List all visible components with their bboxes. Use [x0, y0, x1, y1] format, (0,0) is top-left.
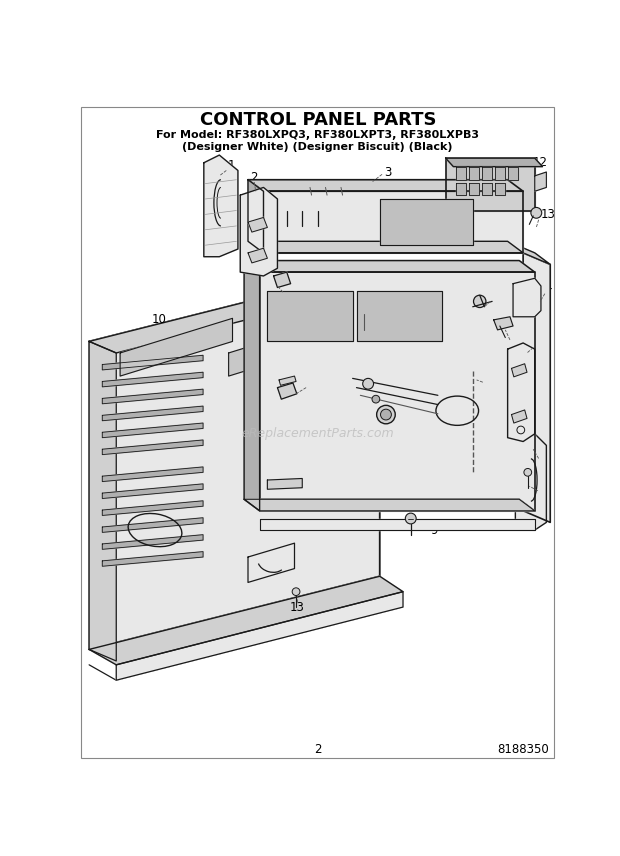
Polygon shape	[102, 389, 203, 404]
Polygon shape	[89, 342, 117, 661]
Polygon shape	[248, 180, 264, 253]
Polygon shape	[204, 155, 238, 257]
Circle shape	[376, 406, 396, 424]
Polygon shape	[513, 278, 541, 317]
Polygon shape	[229, 318, 341, 376]
Polygon shape	[102, 355, 203, 370]
Polygon shape	[494, 317, 513, 330]
Text: 2: 2	[250, 171, 258, 184]
Text: 6: 6	[349, 372, 356, 385]
Text: 2: 2	[531, 336, 539, 349]
Polygon shape	[469, 167, 479, 180]
Polygon shape	[512, 364, 527, 377]
Text: 5: 5	[508, 330, 515, 343]
Circle shape	[531, 207, 542, 218]
Polygon shape	[102, 551, 203, 567]
Polygon shape	[267, 291, 353, 342]
Polygon shape	[495, 183, 505, 195]
Polygon shape	[102, 484, 203, 498]
Text: 1: 1	[227, 159, 235, 172]
Circle shape	[474, 295, 486, 307]
Polygon shape	[456, 183, 466, 195]
Text: 3: 3	[384, 165, 391, 179]
Text: For Model: RF380LXPQ3, RF380LXPT3, RF380LXPB3: For Model: RF380LXPQ3, RF380LXPT3, RF380…	[156, 130, 479, 140]
Text: 13: 13	[290, 601, 304, 614]
Polygon shape	[244, 499, 534, 511]
Polygon shape	[89, 576, 403, 665]
Text: 8: 8	[262, 479, 270, 493]
Text: 12: 12	[533, 157, 547, 169]
Circle shape	[524, 468, 532, 476]
Text: 16: 16	[477, 372, 492, 385]
Text: 1: 1	[537, 449, 545, 462]
Polygon shape	[102, 518, 203, 532]
Polygon shape	[512, 410, 527, 423]
Polygon shape	[248, 248, 267, 263]
Polygon shape	[495, 167, 505, 180]
Polygon shape	[515, 434, 546, 530]
Text: CONTROL PANEL PARTS: CONTROL PANEL PARTS	[200, 110, 436, 128]
Polygon shape	[379, 199, 472, 245]
Polygon shape	[117, 591, 403, 681]
Polygon shape	[102, 406, 203, 421]
Polygon shape	[102, 423, 203, 437]
Text: 4: 4	[544, 281, 552, 294]
Polygon shape	[102, 467, 203, 482]
Polygon shape	[469, 183, 479, 195]
Polygon shape	[534, 172, 546, 191]
Polygon shape	[508, 241, 551, 265]
Circle shape	[372, 395, 379, 403]
Circle shape	[292, 588, 300, 596]
Polygon shape	[273, 272, 291, 288]
Polygon shape	[260, 272, 534, 511]
Text: 17: 17	[300, 377, 315, 390]
Polygon shape	[260, 519, 534, 530]
Polygon shape	[264, 191, 523, 253]
Polygon shape	[248, 217, 267, 232]
Polygon shape	[102, 501, 203, 515]
Polygon shape	[248, 544, 294, 582]
Polygon shape	[523, 253, 551, 522]
Polygon shape	[482, 183, 492, 195]
Circle shape	[405, 513, 416, 524]
Polygon shape	[102, 372, 203, 387]
Polygon shape	[248, 241, 523, 253]
Polygon shape	[279, 376, 296, 385]
Polygon shape	[278, 383, 297, 399]
Polygon shape	[446, 158, 542, 167]
Polygon shape	[89, 268, 403, 353]
Polygon shape	[102, 440, 203, 455]
Polygon shape	[244, 260, 534, 272]
Polygon shape	[508, 167, 518, 180]
Text: 7: 7	[397, 418, 404, 431]
Circle shape	[381, 409, 391, 420]
Text: 13: 13	[541, 208, 556, 221]
Polygon shape	[508, 343, 534, 442]
Polygon shape	[120, 318, 232, 376]
Text: 13: 13	[532, 479, 547, 493]
Polygon shape	[244, 260, 260, 511]
Polygon shape	[267, 479, 303, 490]
Text: 11: 11	[482, 292, 497, 305]
Polygon shape	[248, 180, 523, 191]
Polygon shape	[456, 167, 466, 180]
Polygon shape	[244, 499, 534, 511]
Polygon shape	[89, 268, 379, 650]
Circle shape	[363, 378, 373, 389]
Polygon shape	[482, 167, 492, 180]
Polygon shape	[241, 187, 278, 276]
Text: 2: 2	[314, 743, 322, 756]
Text: eReplacementParts.com: eReplacementParts.com	[241, 427, 394, 440]
Text: 10: 10	[151, 313, 166, 326]
Polygon shape	[446, 158, 534, 211]
Text: 18: 18	[278, 282, 293, 295]
Polygon shape	[102, 535, 203, 550]
Text: 8188350: 8188350	[497, 743, 549, 756]
Text: (Designer White) (Designer Biscuit) (Black): (Designer White) (Designer Biscuit) (Bla…	[182, 141, 453, 152]
Polygon shape	[356, 291, 441, 342]
Text: 9: 9	[430, 524, 438, 537]
